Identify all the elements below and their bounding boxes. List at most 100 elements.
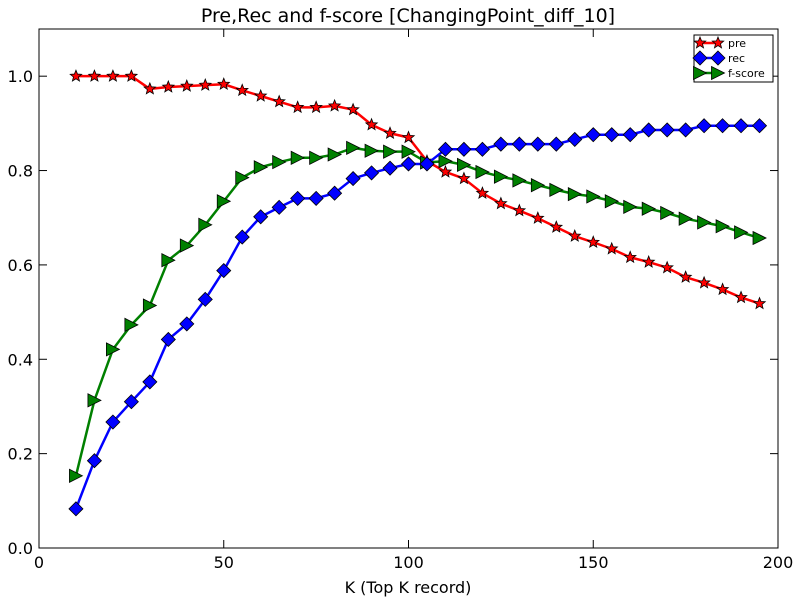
plot-frame	[38, 28, 779, 549]
data-point-marker	[711, 35, 725, 49]
data-point-marker	[530, 178, 546, 193]
data-point-marker	[253, 160, 269, 175]
data-point-marker	[751, 118, 768, 134]
data-point-marker	[641, 201, 657, 216]
data-point-marker	[660, 260, 674, 274]
data-point-marker	[327, 185, 343, 201]
data-point-marker	[327, 147, 342, 162]
data-point-marker	[660, 205, 675, 221]
y-tick-label: 1.0	[8, 67, 33, 86]
x-tick-label: 150	[578, 553, 609, 572]
data-point-marker	[623, 199, 638, 215]
data-point-marker	[216, 263, 232, 279]
data-point-marker	[456, 141, 472, 157]
data-point-marker	[179, 316, 195, 332]
legend-label: rec	[728, 52, 745, 65]
data-point-marker	[710, 50, 726, 66]
data-point-marker	[87, 69, 102, 82]
data-point-marker	[457, 171, 471, 185]
data-point-marker	[309, 150, 324, 165]
data-point-marker	[693, 65, 708, 81]
data-point-marker	[697, 215, 712, 230]
data-point-marker	[604, 241, 619, 255]
data-point-marker	[604, 194, 620, 209]
data-point-marker	[531, 211, 545, 224]
data-point-marker	[364, 117, 379, 131]
x-tick-label: 50	[214, 553, 234, 572]
data-point-marker	[364, 143, 379, 158]
data-point-marker	[124, 317, 139, 332]
data-point-marker	[327, 98, 342, 112]
y-tick-label: 0.2	[8, 445, 33, 464]
data-point-marker	[548, 136, 564, 152]
data-point-marker	[567, 131, 583, 147]
data-point-marker	[401, 130, 416, 144]
data-point-marker	[198, 217, 213, 232]
data-point-marker	[87, 393, 102, 408]
data-point-marker	[678, 270, 693, 283]
data-point-marker	[604, 127, 620, 143]
data-point-marker	[494, 196, 508, 210]
legend-item-rec: rec	[692, 50, 745, 66]
data-point-marker	[363, 165, 380, 181]
data-point-marker	[678, 122, 694, 138]
legend-label: f-score	[728, 67, 765, 80]
data-point-marker	[124, 69, 139, 82]
data-point-marker	[290, 150, 306, 165]
data-point-marker	[696, 118, 712, 134]
data-point-marker	[733, 118, 749, 134]
legend: pre rec f-score	[692, 34, 774, 83]
data-point-marker	[383, 126, 397, 140]
data-point-marker	[235, 83, 249, 97]
data-point-marker	[752, 296, 767, 310]
data-point-marker	[143, 81, 157, 95]
data-point-marker	[271, 199, 287, 215]
y-tick-label: 0.0	[8, 539, 33, 558]
data-point-marker	[345, 171, 361, 187]
data-point-marker	[400, 156, 417, 172]
data-point-marker	[586, 235, 601, 249]
data-point-marker	[437, 141, 454, 157]
data-point-marker	[69, 69, 83, 82]
y-tick-label: 0.6	[8, 256, 33, 275]
data-point-marker	[511, 136, 527, 152]
data-point-marker	[382, 160, 398, 176]
data-point-marker	[693, 35, 707, 49]
data-point-marker	[419, 156, 435, 172]
data-point-marker	[309, 100, 323, 114]
data-point-marker	[346, 140, 361, 156]
data-point-marker	[711, 65, 726, 81]
data-point-marker	[161, 79, 176, 93]
series-f-score	[69, 140, 767, 483]
data-point-marker	[586, 189, 601, 204]
data-point-marker	[160, 331, 176, 348]
data-point-marker	[512, 203, 527, 217]
data-point-marker	[438, 164, 453, 178]
data-point-marker	[530, 136, 546, 152]
data-point-marker	[272, 154, 287, 170]
data-point-marker	[142, 298, 158, 313]
y-tick-label: 0.4	[8, 350, 33, 369]
data-point-marker	[568, 229, 582, 242]
data-point-marker	[512, 173, 527, 188]
data-point-marker	[198, 78, 213, 91]
data-point-marker	[106, 342, 121, 357]
x-tick-label: 0	[34, 553, 44, 572]
data-point-marker	[216, 194, 232, 209]
data-point-marker	[493, 136, 509, 152]
data-point-marker	[290, 100, 305, 114]
data-point-marker	[161, 253, 176, 268]
data-point-marker	[475, 164, 490, 180]
legend-label: pre	[728, 37, 746, 50]
legend-item-pre: pre	[693, 35, 746, 50]
data-point-marker	[401, 144, 416, 159]
data-point-marker	[457, 157, 472, 173]
data-point-marker	[623, 250, 637, 264]
data-point-marker	[438, 153, 453, 169]
data-point-marker	[216, 77, 231, 90]
data-point-marker	[641, 122, 657, 138]
data-point-marker	[715, 118, 731, 134]
chart-title: Pre,Rec and f-score [ChangingPoint_diff_…	[201, 5, 615, 27]
data-point-marker	[659, 122, 675, 138]
